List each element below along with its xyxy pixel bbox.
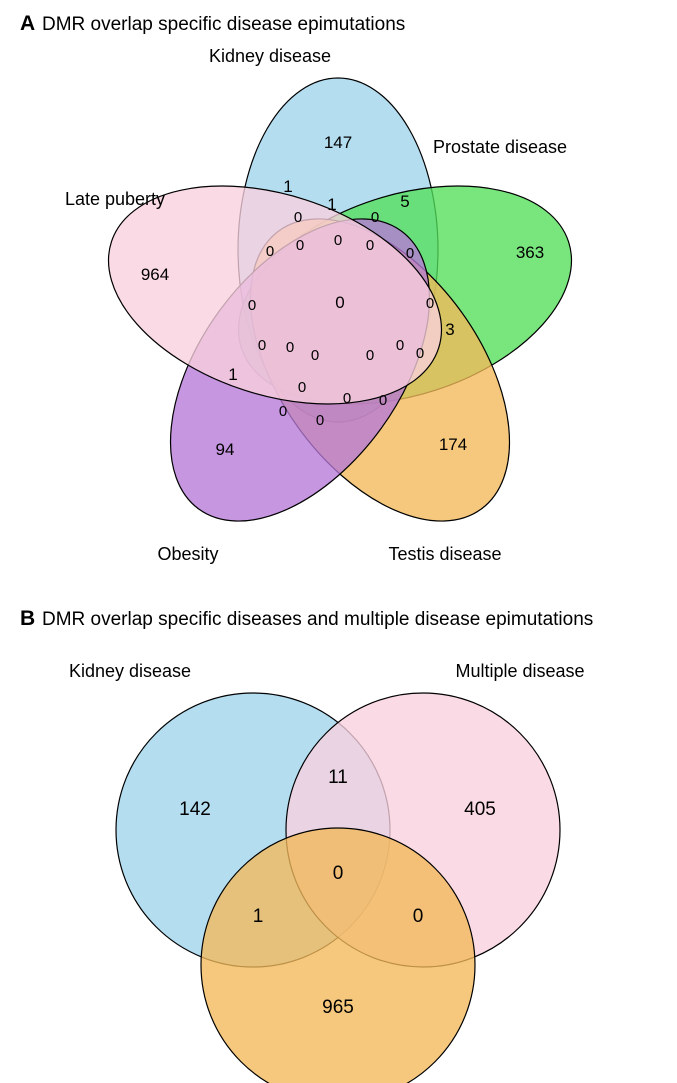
overlap-5: 0 (266, 243, 274, 260)
panel-a-title: DMR overlap specific disease epimutation… (42, 14, 405, 35)
overlap-16: 0 (311, 347, 319, 364)
unique-count-late: 965 (322, 997, 354, 1018)
venn3-panel: B DMR overlap specific diseases and multi… (0, 595, 677, 1083)
unique-count-prostate: 363 (516, 243, 544, 262)
set-label-late: Late puberty (65, 189, 165, 209)
overlap-18: 0 (396, 337, 404, 354)
overlap-10: 0 (248, 297, 256, 314)
overlap-2: 1 (253, 906, 264, 927)
overlap-3: 0 (294, 209, 302, 226)
set-label-kidney: Kidney disease (69, 661, 191, 681)
overlap-22: 0 (343, 390, 351, 407)
overlap-3: 0 (413, 906, 424, 927)
overlap-17: 0 (366, 347, 374, 364)
venn3-sets (116, 693, 560, 1083)
overlap-9: 0 (406, 245, 414, 262)
set-label-testis: Testis disease (388, 544, 501, 564)
set-label-kidney: Kidney disease (209, 46, 331, 66)
overlap-15: 0 (286, 339, 294, 356)
panel-a-tag: A (20, 12, 35, 35)
unique-count-kidney: 147 (324, 133, 352, 152)
overlap-8: 0 (366, 237, 374, 254)
overlap-20: 1 (228, 365, 237, 384)
overlap-19: 0 (416, 345, 424, 362)
unique-count-obesity: 94 (216, 440, 235, 459)
overlap-12: 0 (426, 295, 434, 312)
overlap-0: 11 (328, 767, 348, 788)
overlap-2: 5 (400, 192, 409, 211)
overlap-1: 1 (327, 195, 336, 214)
set-label-multiple: Multiple disease (455, 661, 584, 681)
overlap-6: 0 (296, 237, 304, 254)
overlap-21: 0 (298, 379, 306, 396)
set-label-prostate: Prostate disease (433, 137, 567, 157)
panel-b-tag: B (20, 607, 35, 630)
unique-count-testis: 174 (439, 435, 467, 454)
overlap-1: 0 (333, 863, 344, 884)
overlap-24: 0 (316, 412, 324, 429)
overlap-7: 0 (334, 232, 342, 249)
overlap-4: 0 (371, 209, 379, 226)
overlap-14: 0 (258, 337, 266, 354)
unique-count-kidney: 142 (179, 799, 211, 820)
overlap-13: 3 (445, 320, 454, 339)
venn5-panel: A DMR overlap specific disease epimutatio… (0, 0, 677, 580)
unique-count-late: 964 (141, 265, 169, 284)
overlap-0: 1 (283, 177, 292, 196)
overlap-25: 0 (379, 392, 387, 409)
unique-count-multiple: 405 (464, 799, 496, 820)
overlap-11: 0 (335, 293, 344, 312)
set-label-obesity: Obesity (157, 544, 218, 564)
overlap-23: 0 (279, 403, 287, 420)
panel-b-title: DMR overlap specific diseases and multip… (42, 609, 593, 630)
